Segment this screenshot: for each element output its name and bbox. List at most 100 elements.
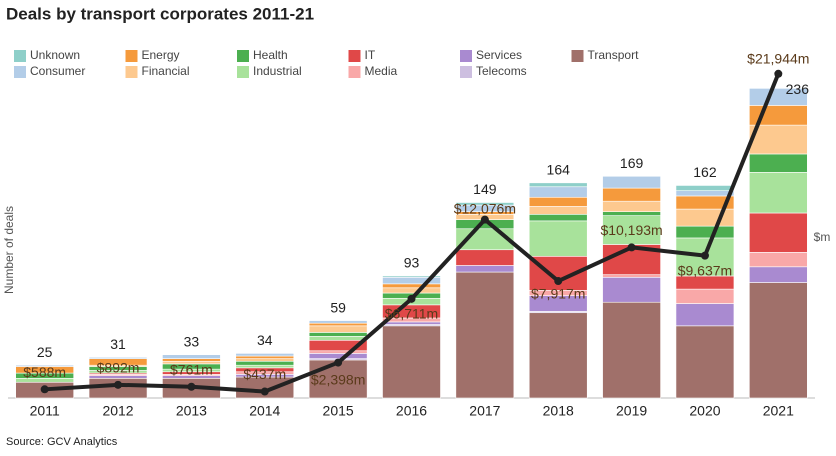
- chart-title: Deals by transport corporates 2011-21: [6, 4, 314, 23]
- line-point: [40, 385, 49, 394]
- bar-segment: [382, 275, 441, 278]
- bar-segment: [675, 208, 735, 227]
- bar-segment: [528, 220, 588, 257]
- legend-swatch: [571, 50, 584, 62]
- bar-segment: [308, 322, 368, 327]
- legend-label: Media: [365, 64, 398, 78]
- line-point: [114, 380, 123, 389]
- total-label: 149: [473, 181, 497, 197]
- bar-segment: [602, 215, 661, 245]
- line-value-label: $7,917m: [531, 286, 585, 302]
- total-label: 31: [110, 336, 126, 352]
- bar-segment: [455, 202, 515, 206]
- bar-segment: [528, 214, 588, 222]
- legend-swatch: [14, 50, 26, 62]
- x-tick-label: 2015: [323, 403, 354, 419]
- line-value-label: $12,076m: [454, 200, 516, 216]
- bar-segment: [382, 283, 441, 289]
- x-tick-label: 2012: [102, 403, 133, 419]
- bar-segment: [528, 196, 588, 207]
- line-value-label: $588m: [23, 364, 66, 380]
- total-label: 25: [37, 344, 53, 360]
- line-point: [187, 382, 196, 391]
- legend-swatch: [348, 50, 361, 62]
- legend-label: Unknown: [30, 48, 80, 62]
- line-point: [774, 69, 783, 78]
- legend-label: Services: [476, 48, 522, 62]
- bar-segment: [602, 187, 661, 202]
- bar-segment: [235, 358, 295, 362]
- bar-segment: [235, 353, 295, 357]
- bar-segment: [235, 360, 295, 366]
- line-point: [700, 251, 709, 260]
- line-value-label: $892m: [97, 360, 140, 376]
- line-point: [554, 277, 563, 286]
- line-point: [260, 387, 269, 396]
- bar-segment: [675, 190, 735, 197]
- x-tick-label: 2014: [249, 403, 280, 419]
- line-point: [407, 294, 416, 303]
- bar-segment: [602, 301, 661, 399]
- bar-segment: [308, 320, 368, 324]
- total-label: 162: [693, 164, 717, 180]
- y2-axis-label: $m: [814, 230, 831, 244]
- bar-segment: [88, 357, 148, 359]
- line-point: [480, 215, 489, 224]
- x-tick-label: 2013: [176, 403, 207, 419]
- bar-segment: [602, 175, 661, 189]
- bar-segment: [528, 186, 588, 198]
- bar-segment: [675, 185, 735, 192]
- line-value-label: $21,944m: [747, 50, 809, 66]
- x-tick-label: 2017: [469, 403, 500, 419]
- total-label: 169: [620, 155, 644, 171]
- line-value-label: $9,637m: [678, 262, 732, 278]
- line-value-label: $10,193m: [600, 222, 662, 238]
- x-tick-label: 2021: [763, 403, 794, 419]
- bar-segment: [235, 355, 295, 359]
- total-label: 236: [786, 81, 810, 97]
- bar-segment: [308, 332, 368, 337]
- bar-segment: [308, 325, 368, 333]
- bar-segment: [602, 274, 661, 278]
- bar-segment: [528, 182, 588, 188]
- bar-segment: [675, 325, 735, 399]
- legend-swatch: [125, 50, 138, 62]
- legend-swatch: [14, 66, 26, 78]
- bar-segment: [308, 353, 368, 359]
- legend-swatch: [460, 50, 472, 62]
- x-tick-label: 2018: [543, 403, 574, 419]
- line-point: [627, 243, 636, 252]
- legend-label: Transport: [588, 48, 640, 62]
- line-value-label: $2,398m: [311, 371, 365, 387]
- bar-segment: [602, 200, 661, 212]
- bar-segment: [749, 172, 808, 214]
- bar-segment: [602, 276, 661, 303]
- bar-segment: [528, 206, 588, 215]
- bar-segment: [675, 225, 735, 239]
- bar-segment: [88, 375, 148, 379]
- total-label: 59: [330, 299, 346, 315]
- bar-segment: [749, 88, 808, 106]
- total-label: 34: [257, 332, 273, 348]
- bar-segment: [382, 321, 441, 325]
- y-axis-label: Number of deals: [2, 206, 16, 294]
- bar-segment: [749, 153, 808, 173]
- bar-segment: [308, 350, 368, 354]
- bar-segment: [308, 336, 368, 341]
- total-label: 164: [547, 162, 571, 178]
- legend-label: IT: [365, 48, 376, 62]
- legend-swatch: [237, 66, 249, 78]
- line-value-label: $437m: [243, 366, 286, 382]
- bar-segment: [162, 354, 221, 359]
- bar-segment: [528, 312, 588, 399]
- legend-swatch: [460, 66, 472, 78]
- bar-segment: [675, 303, 735, 327]
- legend-label: Energy: [142, 48, 180, 62]
- legend-label: Health: [253, 48, 288, 62]
- bar-segment: [455, 265, 515, 273]
- bar-segment: [749, 212, 808, 253]
- bar-segment: [749, 282, 808, 399]
- bar-segment: [749, 252, 808, 268]
- line-value-label: $6,711m: [385, 306, 438, 322]
